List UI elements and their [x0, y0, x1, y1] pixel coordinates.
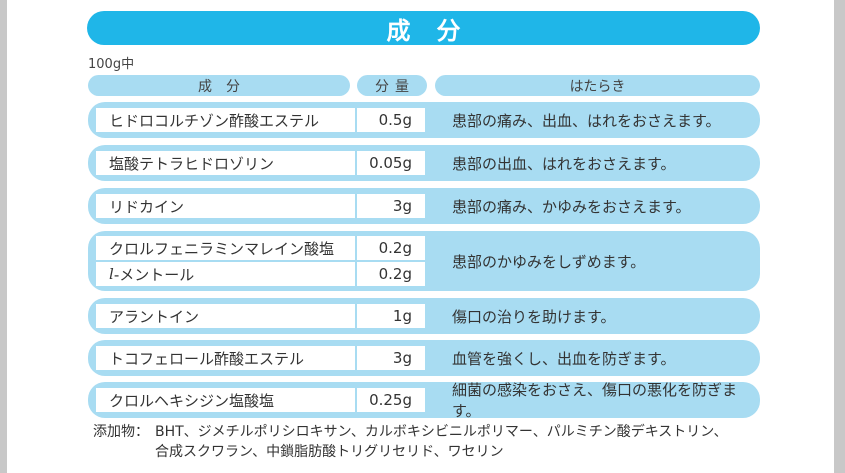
- ingredient-amount: 0.05g: [357, 151, 425, 175]
- table-row: トコフェロール酢酸エステル 3g 血管を強くし、出血を防ぎます。: [88, 340, 760, 376]
- ingredient-name: 塩酸テトラヒドロゾリン: [96, 151, 355, 175]
- ingredient-name: l -メントール: [96, 262, 355, 286]
- ingredient-amount: 3g: [357, 194, 425, 218]
- ingredient-function: 患部のかゆみをしずめます。: [452, 252, 646, 271]
- ingredient-amount: 0.2g: [357, 262, 425, 286]
- title-bar: 成分: [87, 11, 760, 45]
- ingredient-amount: 3g: [357, 346, 425, 370]
- ingredient-function: 患部の痛み、出血、はれをおさえます。: [452, 111, 721, 130]
- ingredient-function: 血管を強くし、出血を防ぎます。: [452, 349, 676, 368]
- table-row: クロルヘキシジン塩酸塩 0.25g 細菌の感染をおさえ、傷口の悪化を防ぎます。: [88, 381, 760, 420]
- table-row-group: クロルフェニラミンマレイン酸塩 0.2g l -メントール 0.2g 患部のかゆみ…: [88, 231, 760, 291]
- table-row: 塩酸テトラヒドロゾリン 0.05g 患部の出血、はれをおさえます。: [88, 145, 760, 181]
- ingredient-amount: 1g: [357, 304, 425, 328]
- ingredient-name: ヒドロコルチゾン酢酸エステル: [96, 108, 355, 132]
- ingredient-function: 患部の出血、はれをおさえます。: [452, 154, 676, 173]
- ingredient-name: リドカイン: [96, 194, 355, 218]
- ingredient-name: トコフェロール酢酸エステル: [96, 346, 355, 370]
- header-amount-label: 分量: [375, 78, 415, 95]
- ingredient-name: クロルフェニラミンマレイン酸塩: [96, 236, 355, 260]
- table-row: リドカイン 3g 患部の痛み、かゆみをおさえます。: [88, 188, 760, 224]
- ingredient-function: 細菌の感染をおさえ、傷口の悪化を防ぎます。: [452, 381, 738, 420]
- additives-line-2: 合成スクワラン、中鎖脂肪酸トリグリセリド、ワセリン: [155, 444, 504, 460]
- additives-text-1: BHT、ジメチルポリシロキサン、カルボキシビニルポリマー、パルミチン酸デキストリ…: [155, 424, 728, 440]
- page-title: 成分: [386, 16, 487, 45]
- ingredient-amount: 0.5g: [357, 108, 425, 132]
- ingredients-sheet: 成分 100g中 成分 分量 はたらき ヒドロコルチゾン酢酸エステル 0.5g …: [7, 0, 834, 473]
- ingredient-amount: 0.25g: [357, 388, 425, 412]
- ingredient-amount: 0.2g: [357, 236, 425, 260]
- additives-line-1: 添加物： BHT、ジメチルポリシロキサン、カルボキシビニルポリマー、パルミチン酸デ…: [93, 422, 727, 442]
- menthol-prefix: l: [109, 265, 114, 283]
- header-amount: 分量: [357, 75, 427, 96]
- header-function-label: はたらき: [569, 78, 626, 95]
- additives: 添加物： BHT、ジメチルポリシロキサン、カルボキシビニルポリマー、パルミチン酸デ…: [93, 422, 727, 462]
- additives-label: 添加物：: [93, 424, 149, 440]
- menthol-name: -メントール: [113, 265, 195, 284]
- header-name: 成分: [88, 75, 350, 96]
- ingredient-name: アラントイン: [96, 304, 355, 328]
- ingredient-function: 傷口の治りを助けます。: [452, 307, 616, 326]
- header-name-label: 成分: [198, 78, 254, 95]
- table-row: ヒドロコルチゾン酢酸エステル 0.5g 患部の痛み、出血、はれをおさえます。: [88, 102, 760, 138]
- table-row: アラントイン 1g 傷口の治りを助けます。: [88, 298, 760, 334]
- ingredient-name: クロルヘキシジン塩酸塩: [96, 388, 355, 412]
- header-function: はたらき: [435, 75, 760, 96]
- ingredient-function: 患部の痛み、かゆみをおさえます。: [452, 197, 691, 216]
- per-amount-note: 100g中: [88, 57, 135, 72]
